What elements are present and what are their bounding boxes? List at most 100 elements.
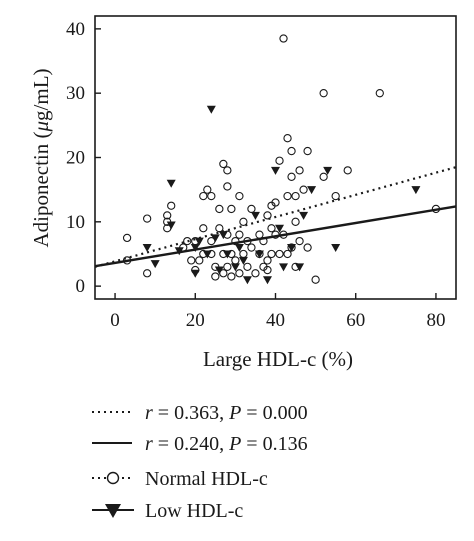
low-hdl-point [166, 221, 176, 230]
low-hdl-point [238, 256, 248, 265]
x-tick-label: 20 [186, 310, 205, 331]
normal-hdl-point [223, 182, 232, 191]
legend-low-fit-label: r = 0.240, P = 0.136 [145, 433, 308, 455]
low-fit-line [94, 205, 457, 268]
low-hdl-point [295, 263, 305, 272]
low-hdl-point [142, 244, 152, 253]
normal-hdl-point [142, 269, 152, 278]
normal-hdl-point [239, 249, 248, 259]
normal-hdl-point [295, 236, 304, 246]
normal-hdl-point [283, 191, 292, 201]
normal-hdl-point [255, 230, 264, 239]
normal-fit-line [94, 166, 457, 268]
low-hdl-point [210, 234, 220, 243]
normal-hdl-point [163, 211, 172, 220]
normal-hdl-point [239, 217, 248, 226]
low-hdl-point [222, 250, 232, 259]
normal-hdl-point [303, 243, 312, 252]
y-tick-label: 10 [66, 212, 85, 233]
normal-hdl-point [343, 166, 352, 175]
low-hdl-point [323, 166, 333, 175]
normal-hdl-point [271, 230, 280, 239]
low-hdl-point [250, 211, 260, 220]
normal-hdl-point [275, 249, 284, 259]
legend-r-value-1: = 0.363, [153, 402, 229, 424]
y-tick-label: 40 [66, 19, 85, 40]
normal-hdl-point [287, 172, 296, 181]
legend-p-value-2: = 0.136 [241, 433, 307, 455]
normal-hdl-point [223, 166, 232, 175]
low-hdl-point [218, 231, 228, 240]
normal-hdl-point [199, 191, 208, 201]
normal-hdl-point [303, 146, 312, 156]
low-hdl-point [242, 276, 252, 285]
x-axis-title: Large HDL-c (%) [203, 347, 353, 371]
y-tick-label: 20 [66, 148, 85, 169]
low-hdl-point [166, 179, 176, 188]
normal-hdl-point [275, 156, 284, 165]
normal-hdl-point [267, 224, 276, 233]
low-hdl-point [307, 186, 317, 195]
low-hdl-point [194, 237, 204, 246]
legend-r-label-1: r [145, 402, 153, 424]
legend-p-label-1: P [228, 402, 241, 424]
legend: r = 0.363, P = 0.000 r = 0.240, P = 0.13… [92, 402, 308, 522]
legend-p-value-1: = 0.000 [241, 402, 307, 424]
normal-hdl-point [263, 256, 272, 265]
low-hdl-point [206, 105, 216, 114]
low-hdl-point [299, 211, 309, 220]
normal-hdl-point [331, 191, 340, 201]
legend-r-label-2: r [145, 433, 153, 455]
normal-hdl-point [211, 272, 220, 281]
normal-hdl-point [219, 159, 228, 169]
normal-hdl-point [311, 275, 320, 284]
normal-hdl-point [227, 272, 236, 281]
low-hdl-point [411, 186, 421, 195]
legend-filled-triangle-marker [105, 504, 121, 518]
low-hdl-point [230, 263, 240, 272]
low-hdl-point [271, 166, 280, 175]
normal-hdl-point [243, 262, 252, 271]
normal-hdl-point [227, 204, 236, 214]
x-tick-label: 60 [346, 310, 365, 331]
normal-hdl-point [251, 269, 260, 278]
normal-hdl-point [142, 214, 152, 223]
normal-hdl-point [203, 185, 212, 194]
normal-hdl-point [267, 249, 276, 259]
normal-hdl-point [235, 191, 244, 201]
x-tick-label: 40 [266, 310, 285, 331]
normal-hdl-point [231, 256, 240, 265]
low-hdl-point [150, 260, 160, 269]
plot-area: 0 20 40 60 80 0 10 20 30 40 [66, 15, 457, 331]
x-tick-label: 80 [426, 310, 445, 331]
legend-normal-fit-label: r = 0.363, P = 0.000 [145, 402, 308, 424]
normal-hdl-point [183, 236, 192, 246]
normal-hdl-point [235, 269, 244, 278]
low-hdl-point [234, 244, 244, 253]
normal-hdl-point [122, 233, 132, 243]
y-tick-label: 30 [66, 83, 85, 104]
low-hdl-point [190, 269, 200, 278]
low-hdl-point [279, 263, 289, 272]
normal-hdl-point [187, 256, 196, 265]
normal-hdl-point [167, 201, 176, 210]
normal-hdl-point [291, 191, 300, 201]
normal-hdl-point [223, 262, 232, 271]
normal-hdl-point [263, 265, 272, 275]
x-tick-label: 0 [110, 310, 120, 331]
normal-hdl-point [215, 224, 224, 233]
low-hdl-point [174, 247, 184, 256]
normal-hdl-point [122, 256, 132, 265]
normal-hdl-point [279, 34, 288, 43]
y-tick-label: 0 [76, 276, 86, 297]
legend-r-value-2: = 0.240, [153, 433, 229, 455]
low-hdl-point [262, 276, 272, 285]
legend-low-hdl-label: Low HDL-c [145, 500, 243, 522]
legend-p-label-2: P [228, 433, 241, 455]
normal-hdl-point [291, 217, 300, 226]
normal-hdl-point [247, 243, 256, 252]
normal-hdl-point [263, 211, 272, 220]
normal-hdl-point [287, 146, 296, 156]
low-hdl-point [190, 244, 200, 253]
